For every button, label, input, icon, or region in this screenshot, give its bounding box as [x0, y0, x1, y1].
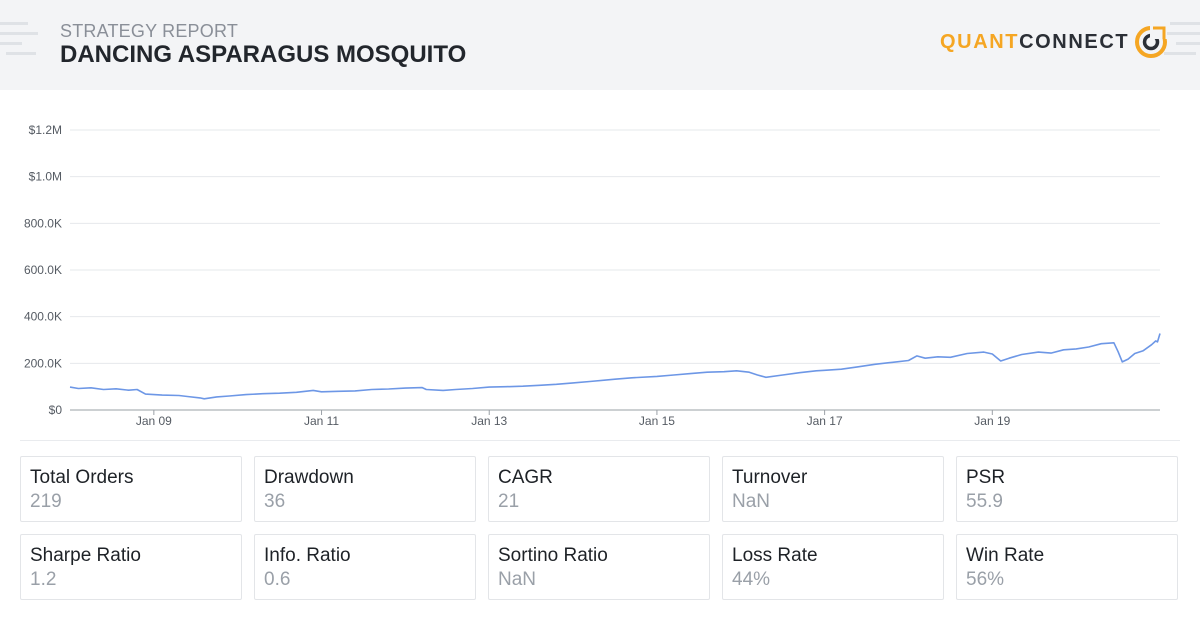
metric-label: PSR: [966, 467, 1006, 488]
x-tick-label: Jan 13: [471, 414, 507, 428]
report-header: STRATEGY REPORT DANCING ASPARAGUS MOSQUI…: [0, 0, 1200, 90]
metric-label: Turnover: [732, 467, 808, 488]
metric-card: Win Rate 56%: [956, 534, 1178, 600]
section-divider: [20, 440, 1180, 441]
equity-chart: $0 200.0K 400.0K 600.0K 800.0K $1.0M $1.2M Jan …: [0, 100, 1200, 440]
metric-value: 56%: [966, 569, 1005, 590]
y-tick-label: 200.0K: [24, 356, 62, 370]
metric-value: 219: [30, 491, 62, 512]
y-tick-label: $1.0M: [29, 170, 62, 184]
metric-label: CAGR: [498, 467, 553, 488]
equity-chart-svg: $0 200.0K 400.0K 600.0K 800.0K $1.0M $1.2M Jan …: [24, 123, 1161, 428]
logo-connect-text: CONNECT: [1019, 30, 1130, 53]
metric-card: Drawdown 36: [254, 456, 476, 522]
metric-value: 0.6: [264, 569, 291, 590]
x-tick-label: Jan 19: [974, 414, 1010, 428]
metric-card: Sortino Ratio NaN: [488, 534, 710, 600]
metric-card: Loss Rate 44%: [722, 534, 944, 600]
metric-card: CAGR 21: [488, 456, 710, 522]
quantconnect-logo: QUANT CONNECT: [940, 24, 1169, 60]
y-tick-label: 600.0K: [24, 263, 62, 277]
metric-value: NaN: [498, 569, 537, 590]
metric-value: NaN: [732, 491, 771, 512]
metric-card: PSR 55.9: [956, 456, 1178, 522]
metric-label: Drawdown: [264, 467, 354, 488]
metric-label: Sharpe Ratio: [30, 545, 141, 566]
metric-value: 55.9: [966, 491, 1003, 512]
x-tick-label: Jan 09: [136, 414, 172, 428]
metric-label: Sortino Ratio: [498, 545, 608, 566]
logo-quant-text: QUANT: [940, 30, 1020, 53]
metric-value: 36: [264, 491, 286, 512]
metric-label: Total Orders: [30, 467, 134, 488]
y-tick-label: 800.0K: [24, 216, 62, 230]
report-subtitle: STRATEGY REPORT: [60, 21, 239, 41]
equity-series-line: [69, 333, 1161, 400]
x-tick-label: Jan 11: [304, 414, 339, 428]
metric-card: Total Orders 219: [20, 456, 242, 522]
metric-label: Win Rate: [966, 545, 1045, 566]
metric-value: 21: [498, 491, 520, 512]
metric-card: Turnover NaN: [722, 456, 944, 522]
y-tick-label: $1.2M: [29, 123, 62, 137]
metric-card: Sharpe Ratio 1.2: [20, 534, 242, 600]
y-tick-label: $0: [49, 403, 63, 417]
metric-label: Loss Rate: [732, 545, 818, 566]
header-decoration-right: [1160, 22, 1200, 62]
metric-label: Info. Ratio: [264, 545, 351, 566]
metric-value: 44%: [732, 569, 771, 590]
quantconnect-logo-icon: [1135, 25, 1168, 58]
metric-value: 1.2: [30, 569, 57, 590]
y-tick-label: 400.0K: [24, 310, 62, 324]
x-tick-label: Jan 17: [807, 414, 843, 428]
report-title: DANCING ASPARAGUS MOSQUITO: [60, 41, 467, 68]
x-tick-label: Jan 15: [639, 414, 675, 428]
metric-card: Info. Ratio 0.6: [254, 534, 476, 600]
